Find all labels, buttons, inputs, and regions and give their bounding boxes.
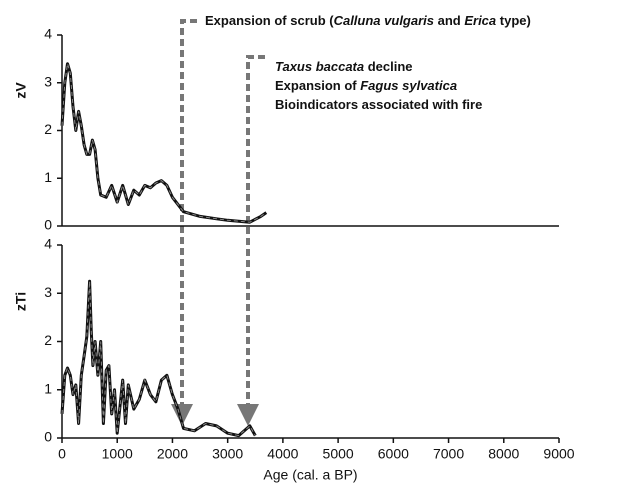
x-tick-label: 9000 xyxy=(543,446,574,462)
annotation-run: Erica xyxy=(464,13,496,28)
x-axis-label: Age (cal. a BP) xyxy=(263,467,357,483)
y-tick-label: 0 xyxy=(44,217,52,233)
x-tick-label: 3000 xyxy=(212,446,243,462)
y-tick-label: 1 xyxy=(44,169,52,185)
arrow-head xyxy=(171,404,193,426)
x-tick-label: 4000 xyxy=(267,446,298,462)
annotation: Taxus baccata decline xyxy=(275,59,413,74)
x-tick-label: 1000 xyxy=(102,446,133,462)
annotation: Bioindicators associated with fire xyxy=(275,97,482,112)
annotation-run: Fagus sylvatica xyxy=(360,78,457,93)
annotation: Expansion of Fagus sylvatica xyxy=(275,78,457,93)
annotation-run: decline xyxy=(364,59,412,74)
data-line xyxy=(60,62,268,224)
annotation-run: Taxus baccata xyxy=(275,59,364,74)
y-tick-label: 0 xyxy=(44,429,52,445)
annotation-run: Expansion of xyxy=(275,78,360,93)
annotation-run: and xyxy=(434,13,464,28)
y-axis-label: zV xyxy=(13,82,29,99)
arrow-line xyxy=(246,55,265,405)
arrow-line xyxy=(180,19,197,405)
y-tick-label: 4 xyxy=(44,26,52,42)
annotation-run: Calluna vulgaris xyxy=(334,13,434,28)
y-tick-label: 3 xyxy=(44,284,52,300)
y-tick-label: 2 xyxy=(44,332,52,348)
line-overlay xyxy=(61,63,267,223)
arrows xyxy=(180,19,265,405)
x-tick-label: 7000 xyxy=(433,446,464,462)
y-tick-label: 2 xyxy=(44,121,52,137)
x-tick-label: 6000 xyxy=(378,446,409,462)
y-axis-label: zTi xyxy=(13,292,29,311)
y-tick-label: 1 xyxy=(44,380,52,396)
annotation-run: Bioindicators associated with fire xyxy=(275,97,482,112)
data-line xyxy=(60,279,257,438)
y-tick-label: 4 xyxy=(44,236,52,252)
line-overlay xyxy=(61,281,256,437)
x-tick-label: 8000 xyxy=(488,446,519,462)
x-tick-label: 2000 xyxy=(157,446,188,462)
annotation-run: Expansion of scrub ( xyxy=(205,13,334,28)
x-tick-label: 0 xyxy=(58,446,66,462)
annotation: Expansion of scrub (Calluna vulgaris and… xyxy=(205,13,531,28)
y-tick-label: 3 xyxy=(44,73,52,89)
annotation-run: type) xyxy=(496,13,531,28)
arrow-head xyxy=(237,404,259,426)
x-tick-label: 5000 xyxy=(323,446,354,462)
